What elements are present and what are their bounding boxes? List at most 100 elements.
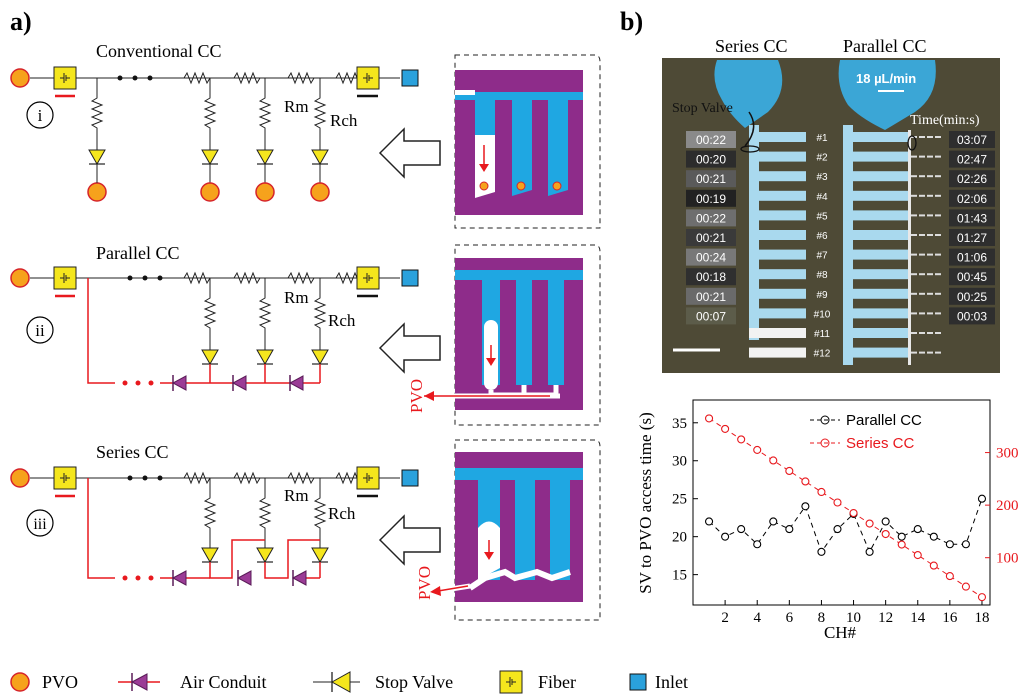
channel-id-label: #2 <box>816 153 828 164</box>
svg-text:01:27: 01:27 <box>957 231 987 245</box>
data-point <box>833 498 842 507</box>
series-time-label: 00:21 <box>686 170 736 188</box>
legend-item-stop-valve: Stop Valve <box>313 671 453 693</box>
arrow-icon <box>379 515 441 565</box>
data-point <box>897 532 906 541</box>
row-parallel: Parallel CC ii Rm Rch <box>10 243 601 426</box>
roman-iii: iii <box>33 516 47 533</box>
legend-label-pvo: PVO <box>42 672 78 692</box>
rm-label: Rm <box>284 288 309 307</box>
stop-valve-icon <box>330 671 351 693</box>
series-time-label: 00:19 <box>686 189 736 207</box>
x-tick-label: 14 <box>910 610 926 626</box>
data-point <box>753 540 762 549</box>
data-point <box>817 487 826 497</box>
x-tick-label: 6 <box>786 610 794 626</box>
series-time-label: 00:18 <box>686 268 736 286</box>
channel-id-label: #10 <box>814 309 831 320</box>
legend-label-fiber: Fiber <box>538 672 576 692</box>
svg-text:00:21: 00:21 <box>696 172 726 186</box>
data-point <box>769 517 778 526</box>
data-point <box>881 529 890 539</box>
svg-text:00:19: 00:19 <box>696 192 726 206</box>
parallel-time-label: 02:47 <box>949 150 995 168</box>
y-tick-label-right: 100 <box>996 551 1019 567</box>
rch-label: Rch <box>328 311 356 330</box>
roman-ii: ii <box>35 321 45 340</box>
micrograph-photo: 18 µL/min Stop Valve Time(min:s) 00:22 00… <box>662 58 1000 373</box>
parallel-time-label: 03:07 <box>949 131 995 148</box>
svg-text:00:22: 00:22 <box>696 133 726 147</box>
data-point <box>929 532 938 541</box>
data-point <box>849 508 858 518</box>
rch-label: Rch <box>328 504 356 523</box>
bottom-legend: PVO Air Conduit Stop Valve Fiber Inlet <box>10 670 688 694</box>
parallel-time-label: 02:26 <box>949 170 995 188</box>
pvo-label: PVO <box>415 566 434 600</box>
data-point <box>785 466 794 476</box>
time-header: Time(min:s) <box>910 113 980 128</box>
parallel-time-label: 00:45 <box>949 268 995 286</box>
series-line <box>708 498 983 554</box>
channel-id-label: #5 <box>816 211 828 222</box>
row-conventional: Conventional CC i Rm Rch <box>10 41 601 229</box>
row-title-parallel: Parallel CC <box>96 243 180 263</box>
x-axis-label: CH# <box>824 623 857 642</box>
y-tick-label-left: 30 <box>672 454 687 470</box>
channel-id-label: #6 <box>816 231 828 242</box>
arrow-icon <box>379 128 441 178</box>
panel-a-label: a) <box>10 7 32 36</box>
fiber-icon <box>499 670 523 694</box>
data-point <box>977 593 987 602</box>
inlet-icon <box>629 673 647 691</box>
channel-id-label: #4 <box>816 192 828 203</box>
svg-text:00:21: 00:21 <box>696 231 726 245</box>
svg-text:00:07: 00:07 <box>696 309 726 323</box>
data-point <box>769 456 778 465</box>
data-point <box>721 424 730 433</box>
channel-id-label: #8 <box>816 270 828 281</box>
data-point <box>737 525 746 534</box>
series-time-label: 00:21 <box>686 287 736 305</box>
svg-text:02:47: 02:47 <box>957 153 987 167</box>
x-tick-label: 16 <box>942 610 958 626</box>
data-point <box>977 494 987 503</box>
fiber-icon <box>356 66 380 90</box>
legend-item-air-conduit: Air Conduit <box>118 672 267 692</box>
stop-valve-icon <box>88 141 106 165</box>
parallel-time-label: 00:25 <box>949 287 995 305</box>
svg-text:02:26: 02:26 <box>957 172 987 186</box>
data-point <box>945 572 954 581</box>
x-tick-label: 4 <box>753 610 761 626</box>
arrow-icon <box>379 323 441 373</box>
svg-text:00:21: 00:21 <box>696 290 726 304</box>
data-point <box>801 477 810 486</box>
parallel-time-label: 01:43 <box>949 209 995 227</box>
series-time-label: 00:21 <box>686 229 736 246</box>
data-point <box>961 582 970 591</box>
y-tick-label-left: 15 <box>672 568 687 584</box>
y-tick-label-right: 200 <box>996 498 1019 514</box>
parallel-time-label: 01:27 <box>949 229 995 246</box>
svg-text:00:45: 00:45 <box>957 270 987 284</box>
access-time-chart: 2 4 6 8 10 12 14 16 18 15 20 25 30 35 100 200 300 CH# SV… <box>636 399 1019 642</box>
data-point <box>897 540 906 549</box>
rch-label: Rch <box>330 111 358 130</box>
data-point <box>865 547 874 556</box>
chart-legend: Parallel CC Series CC <box>810 412 922 452</box>
parallel-time-label: 01:06 <box>949 248 995 266</box>
series-time-label: 00:20 <box>686 150 736 168</box>
data-point <box>801 502 810 511</box>
legend-series: Series CC <box>846 435 915 452</box>
series-cc-title: Series CC <box>715 36 788 56</box>
legend-item-fiber: Fiber <box>499 670 576 694</box>
roman-i: i <box>38 106 43 125</box>
svg-text:00:20: 00:20 <box>696 153 726 167</box>
air-conduit-icon <box>172 374 187 392</box>
channel-id-label: #1 <box>816 133 828 144</box>
row-series: Series CC iii Rm Rch <box>10 439 601 621</box>
legend-item-pvo: PVO <box>10 672 78 692</box>
x-tick-label: 2 <box>721 610 729 626</box>
rm-label: Rm <box>284 97 309 116</box>
y-tick-label-right: 300 <box>996 446 1019 462</box>
